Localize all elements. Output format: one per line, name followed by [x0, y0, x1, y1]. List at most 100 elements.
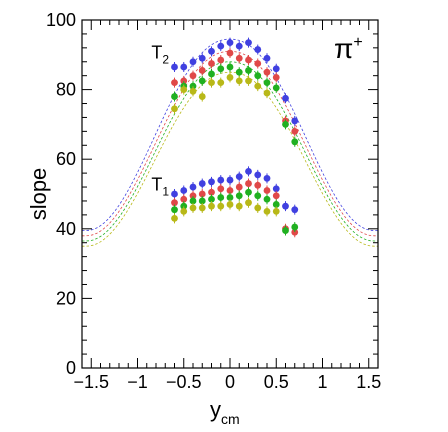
data-point-T2-red [180, 77, 188, 85]
x-tick-label: 1.5 [356, 372, 381, 392]
data-point-T2-blue [245, 39, 252, 47]
data-point-T2-olive [180, 86, 188, 93]
data-point-T1-blue [189, 183, 197, 191]
y-tick-label: 40 [56, 219, 76, 239]
x-tick-label: 0 [225, 372, 235, 392]
data-point-T1-blue [291, 206, 299, 214]
data-point-T1-olive [226, 201, 234, 208]
data-point-T1-red [217, 185, 225, 193]
annotation-T1: T1 [151, 175, 169, 199]
y-tick-label: 0 [66, 358, 76, 378]
data-point-T1-blue [198, 180, 206, 187]
data-point-T2-olive [198, 93, 206, 100]
data-point-T2-blue [208, 47, 215, 55]
data-point-T2-blue [217, 42, 225, 50]
annotation-main: T [151, 175, 162, 195]
data-point-T2-blue [282, 94, 289, 102]
x-axis-label-main: y [210, 397, 221, 422]
data-point-T1-green [226, 194, 234, 201]
data-point-T2-green [245, 67, 252, 74]
data-point-T2-red [208, 60, 215, 67]
y-tick-label: 60 [56, 149, 76, 169]
annotation-subscript: 2 [162, 52, 169, 66]
data-point-T1-green [198, 197, 206, 205]
data-point-T1-red [189, 192, 197, 200]
data-point-T2-green [189, 82, 197, 90]
data-point-T1-green [189, 197, 197, 205]
data-point-T1-red [245, 180, 252, 187]
data-point-T1-blue [263, 174, 271, 182]
data-point-T2-red [189, 72, 197, 80]
data-point-T2-red [235, 54, 243, 62]
data-point-T1-red [254, 181, 262, 189]
data-point-T2-red [226, 49, 234, 57]
data-point-T1-blue [226, 176, 234, 184]
data-point-T1-green [235, 192, 243, 200]
data-point-T2-red [254, 60, 262, 67]
data-point-T1-blue [217, 176, 225, 184]
x-tick-label: −1 [127, 372, 148, 392]
data-point-T1-red [171, 199, 178, 207]
data-point-T2-blue [254, 46, 262, 53]
data-point-T1-olive [235, 202, 243, 210]
data-point-T1-red [198, 190, 206, 198]
tick-labels-layer: −1.5 −1 −0.5 0 0.5 1 1.5 0 20 40 60 80 100 [46, 10, 381, 392]
data-point-T1-olive [208, 202, 215, 210]
y-tick-label: 20 [56, 288, 76, 308]
y-tick-label: 100 [46, 10, 76, 30]
data-point-T1-blue [235, 173, 243, 181]
data-point-T2-olive [263, 89, 271, 97]
data-point-T1-red [226, 187, 234, 194]
data-point-T2-green [254, 72, 262, 80]
data-point-T2-green [291, 138, 299, 146]
annotation-T2: T2 [151, 42, 169, 66]
data-point-T1-olive [198, 204, 206, 212]
data-point-T1-red [235, 183, 243, 191]
data-point-T1-olive [189, 204, 197, 212]
data-point-T1-red [272, 192, 280, 200]
data-point-T2-olive [217, 79, 225, 87]
x-tick-label: −0.5 [166, 372, 202, 392]
data-point-T2-red [171, 79, 178, 87]
data-point-T2-green [208, 70, 215, 78]
y-tick-label: 80 [56, 80, 76, 100]
axis-ticks-layer [81, 19, 379, 369]
data-point-T2-blue [180, 63, 188, 71]
data-point-T1-green [217, 194, 225, 201]
particle-label: π+ [334, 33, 363, 64]
particle-charge: + [353, 34, 362, 51]
x-tick-label: 0.5 [264, 372, 289, 392]
data-point-T1-green [282, 227, 289, 234]
data-point-T1-blue [180, 187, 188, 194]
data-point-T1-olive [180, 208, 188, 215]
data-point-T2-olive [189, 87, 197, 95]
data-point-T2-blue [198, 54, 206, 62]
x-tick-label: 1 [317, 372, 327, 392]
data-point-T2-olive [226, 74, 234, 81]
data-point-T2-olive [254, 82, 262, 90]
data-point-T2-green [171, 93, 178, 100]
data-point-T1-olive [263, 208, 271, 215]
data-point-T1-blue [171, 190, 178, 198]
data-point-T1-green [263, 195, 271, 203]
fit-curve-green [82, 61, 378, 242]
data-point-T2-olive [208, 79, 215, 87]
data-point-T1-blue [272, 185, 280, 193]
data-point-T1-red [208, 188, 215, 196]
x-axis-label: ycm [210, 397, 240, 427]
data-point-T1-blue [254, 171, 262, 179]
data-point-T2-blue [189, 58, 197, 66]
data-point-T2-blue [235, 42, 243, 50]
data-point-T1-green [208, 195, 215, 203]
data-point-T1-olive [245, 199, 252, 207]
data-point-T1-green [272, 201, 280, 208]
data-point-T1-olive [171, 214, 178, 222]
data-point-T2-red [272, 74, 280, 81]
data-point-T2-green [282, 121, 289, 128]
data-point-T2-green [226, 63, 234, 71]
data-point-T2-olive [171, 105, 178, 113]
data-point-T1-red [291, 228, 299, 236]
data-point-T2-green [263, 79, 271, 87]
